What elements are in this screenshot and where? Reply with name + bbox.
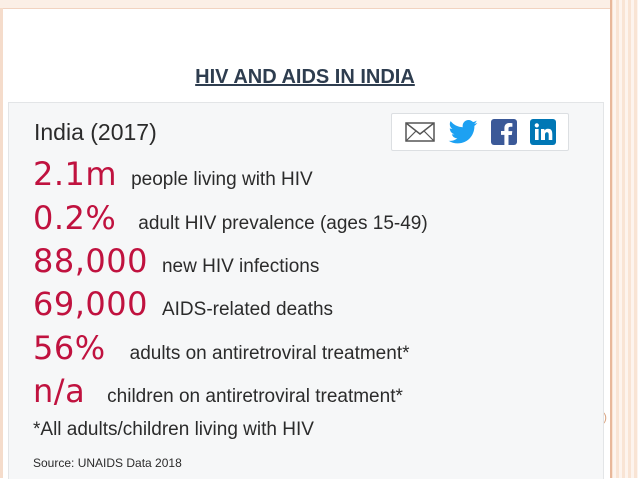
card-title: India (2017) bbox=[34, 119, 157, 145]
source-note: Source: UNAIDS Data 2018 bbox=[33, 456, 182, 470]
stat-row-adult-treatment: 56% adults on antiretroviral treatment* bbox=[33, 329, 410, 367]
stat-label: new HIV infections bbox=[161, 256, 320, 277]
facebook-icon[interactable] bbox=[490, 119, 517, 145]
linkedin-icon[interactable] bbox=[529, 119, 556, 145]
stat-label: AIDS-related deaths bbox=[161, 299, 334, 320]
stat-label: adult HIV prevalence (ages 15-49) bbox=[138, 213, 428, 234]
stat-label: children on antiretroviral treatment* bbox=[107, 386, 403, 407]
slide-frame-top bbox=[0, 0, 638, 8]
stat-value: 88,000 bbox=[33, 242, 148, 280]
slide-frame-right-line bbox=[610, 0, 612, 478]
email-icon[interactable] bbox=[404, 122, 435, 142]
slide-frame-top-line bbox=[0, 8, 610, 9]
stat-value: 2.1m bbox=[33, 155, 118, 193]
stat-label: people living with HIV bbox=[131, 169, 313, 190]
footnote: *All adults/children living with HIV bbox=[33, 419, 314, 440]
stat-value: 56% bbox=[33, 329, 106, 367]
stat-value: n/a bbox=[33, 372, 86, 410]
stat-row-child-treatment: n/a children on antiretroviral treatment… bbox=[33, 372, 403, 410]
slide-side-mark: ) bbox=[603, 410, 607, 424]
infographic-card: India (2017) bbox=[8, 102, 604, 479]
stat-row-new-infections: 88,000 new HIV infections bbox=[33, 242, 319, 280]
share-bar bbox=[391, 113, 569, 151]
stat-row-prevalence: 0.2% adult HIV prevalence (ages 15-49) bbox=[33, 199, 428, 237]
slide-title: HIV AND AIDS IN INDIA bbox=[195, 66, 415, 88]
slide-frame-right bbox=[610, 0, 638, 478]
stat-value: 0.2% bbox=[33, 199, 117, 237]
stat-row-people-living: 2.1m people living with HIV bbox=[33, 155, 313, 193]
slide-frame-left bbox=[0, 8, 3, 478]
stat-row-deaths: 69,000 AIDS-related deaths bbox=[33, 285, 333, 323]
stat-label: adults on antiretroviral treatment* bbox=[129, 343, 410, 364]
stat-value: 69,000 bbox=[33, 285, 148, 323]
twitter-icon[interactable] bbox=[448, 120, 478, 144]
